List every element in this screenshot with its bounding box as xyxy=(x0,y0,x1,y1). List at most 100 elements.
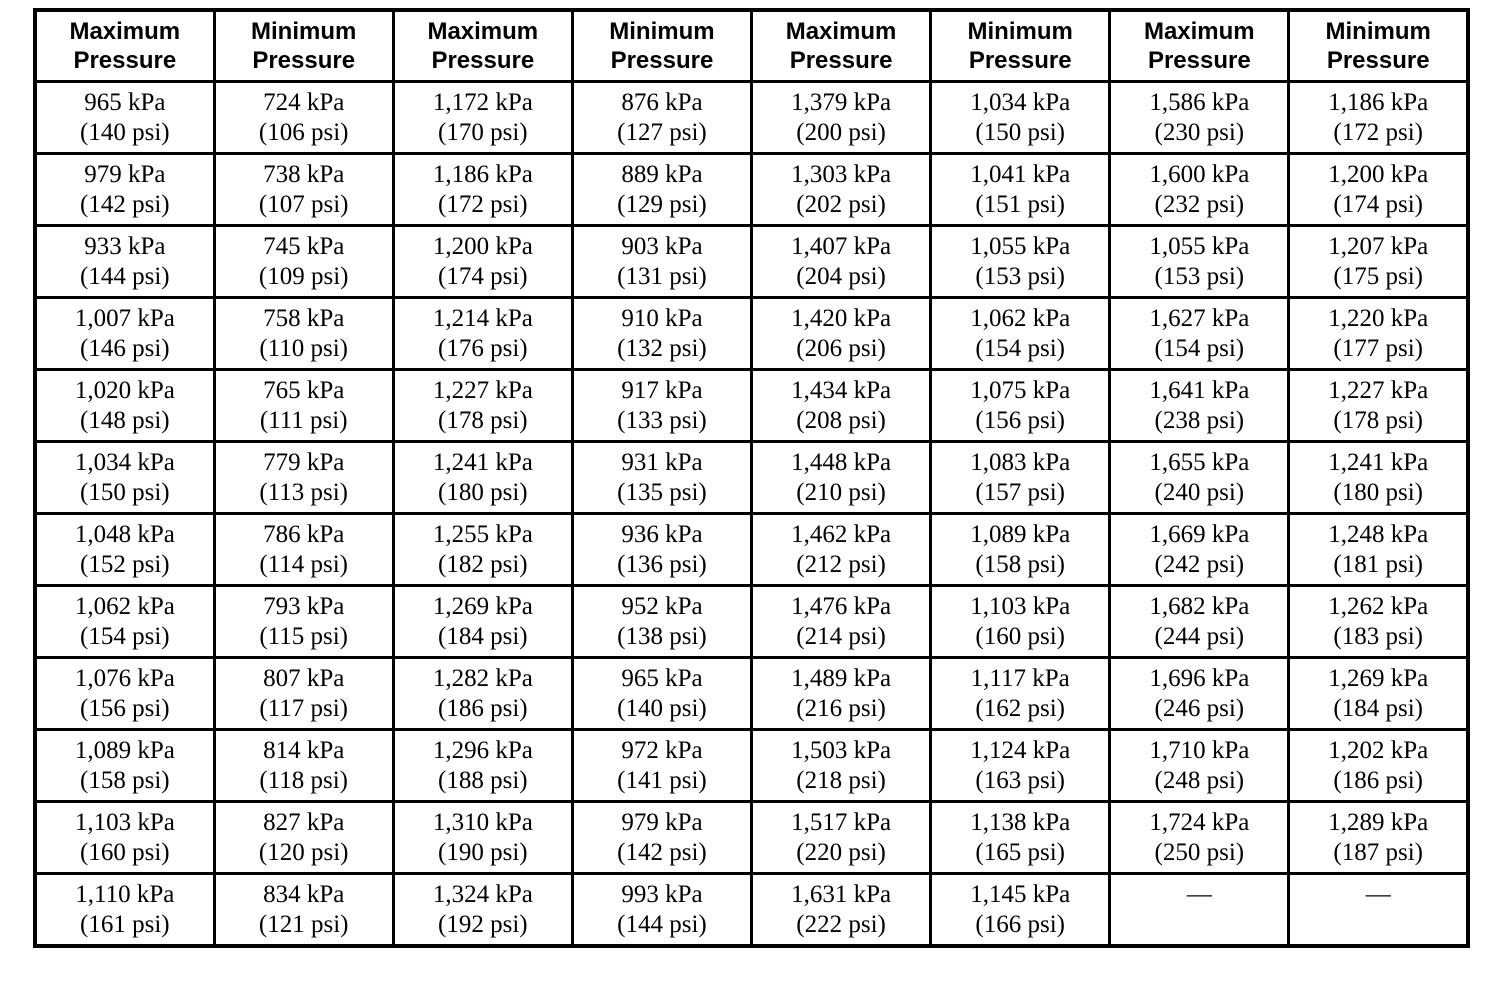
kpa-value: 1,103 kPa xyxy=(74,808,175,836)
pressure-cell: 972 kPa (141 psi) xyxy=(570,728,754,803)
table-body: 965 kPa (140 psi) 724 kPa (106 psi) 1,172 kP… xyxy=(33,80,1470,948)
psi-value: (172 psi) xyxy=(438,190,528,218)
header-row: Maximum Pressure Minimum Pressure Maximu… xyxy=(33,8,1470,83)
psi-value: (138 psi) xyxy=(617,622,707,650)
pressure-cell: 1,076 kPa (156 psi) xyxy=(33,656,216,731)
psi-value: (188 psi) xyxy=(438,766,528,794)
pressure-cell: 1,269 kPa (184 psi) xyxy=(391,584,574,659)
pressure-cell: 1,631 kPa (222 psi) xyxy=(749,872,933,948)
table-row: 1,048 kPa (152 psi) 786 kPa (114 psi) 1,255 … xyxy=(33,512,1470,587)
pressure-cell: 1,586 kPa (230 psi) xyxy=(1108,80,1291,155)
psi-value: (146 psi) xyxy=(80,334,170,362)
psi-value: (117 psi) xyxy=(259,694,349,722)
psi-value: (238 psi) xyxy=(1154,406,1245,434)
table-row: 1,007 kPa (146 psi) 758 kPa (110 psi) 1,214 … xyxy=(33,296,1470,371)
psi-value: (135 psi) xyxy=(617,478,707,506)
pressure-cell: 1,434 kPa (208 psi) xyxy=(749,368,933,443)
pressure-cell: 1,503 kPa (218 psi) xyxy=(749,728,933,803)
psi-value: (107 psi) xyxy=(258,190,349,218)
kpa-value: 1,600 kPa xyxy=(1149,160,1250,188)
kpa-value: 786 kPa xyxy=(263,520,345,548)
psi-value: (170 psi) xyxy=(438,118,528,146)
pressure-cell: 1,289 kPa (187 psi) xyxy=(1287,800,1470,875)
table-row: 1,020 kPa (148 psi) 765 kPa (111 psi) 1,227 … xyxy=(33,368,1470,443)
psi-value: (142 psi) xyxy=(617,838,707,866)
kpa-value: 1,682 kPa xyxy=(1149,592,1250,620)
kpa-value: 1,062 kPa xyxy=(74,592,175,620)
psi-value: (181 psi) xyxy=(1333,550,1423,578)
kpa-value: 765 kPa xyxy=(263,376,345,404)
table-row: 979 kPa (142 psi) 738 kPa (107 psi) 1,186 kP… xyxy=(33,152,1470,227)
psi-value: (218 psi) xyxy=(796,766,886,794)
pressure-cell: 1,303 kPa (202 psi) xyxy=(749,152,933,227)
pressure-cell: 1,075 kPa (156 psi) xyxy=(929,368,1112,443)
pressure-cell: 993 kPa (144 psi) xyxy=(570,872,754,948)
pressure-cell: 1,089 kPa (158 psi) xyxy=(929,512,1112,587)
kpa-value: 1,186 kPa xyxy=(1328,88,1429,116)
psi-value: (109 psi) xyxy=(258,262,349,290)
pressure-cell: 936 kPa (136 psi) xyxy=(570,512,754,587)
pressure-cell: 1,103 kPa (160 psi) xyxy=(33,800,216,875)
psi-value: (151 psi) xyxy=(975,190,1065,218)
pressure-cell: 1,207 kPa (175 psi) xyxy=(1287,224,1470,299)
column-header-max-pressure-2: Maximum Pressure xyxy=(391,8,574,83)
kpa-value: 738 kPa xyxy=(263,160,345,188)
pressure-cell: 1,724 kPa (250 psi) xyxy=(1108,800,1291,875)
psi-value: (113 psi) xyxy=(259,478,349,506)
pressure-cell: 1,682 kPa (244 psi) xyxy=(1108,584,1291,659)
psi-value: (152 psi) xyxy=(80,550,170,578)
psi-value: (148 psi) xyxy=(80,406,170,434)
kpa-value: 1,062 kPa xyxy=(970,304,1071,332)
pressure-cell: 1,055 kPa (153 psi) xyxy=(929,224,1112,299)
pressure-cell: 1,124 kPa (163 psi) xyxy=(929,728,1112,803)
kpa-value: 1,041 kPa xyxy=(970,160,1071,188)
psi-value: (180 psi) xyxy=(1333,478,1423,506)
psi-value: (190 psi) xyxy=(438,838,528,866)
table-row: 1,110 kPa (161 psi) 834 kPa (121 psi) 1,324 … xyxy=(33,872,1470,948)
kpa-value: 1,462 kPa xyxy=(791,520,892,548)
psi-value: (208 psi) xyxy=(796,406,886,434)
kpa-value: 903 kPa xyxy=(621,232,703,260)
psi-value: (127 psi) xyxy=(617,118,707,146)
pressure-cell: 827 kPa (120 psi) xyxy=(212,800,395,875)
kpa-value: 1,282 kPa xyxy=(432,664,533,692)
kpa-value: 910 kPa xyxy=(621,304,703,332)
psi-value: (248 psi) xyxy=(1154,766,1245,794)
pressure-cell: 876 kPa (127 psi) xyxy=(570,80,754,155)
kpa-value: 1,631 kPa xyxy=(791,880,892,908)
psi-value: (118 psi) xyxy=(259,766,349,794)
kpa-value: 1,434 kPa xyxy=(791,376,892,404)
psi-value: (162 psi) xyxy=(975,694,1065,722)
kpa-value: 1,083 kPa xyxy=(970,448,1071,476)
column-header-min-pressure-2: Minimum Pressure xyxy=(570,8,754,83)
pressure-cell: 758 kPa (110 psi) xyxy=(212,296,395,371)
pressure-cell: 834 kPa (121 psi) xyxy=(212,872,395,948)
kpa-value: 1,420 kPa xyxy=(791,304,892,332)
pressure-cell: 965 kPa (140 psi) xyxy=(570,656,754,731)
psi-value: (183 psi) xyxy=(1333,622,1423,650)
kpa-value: 889 kPa xyxy=(621,160,703,188)
pressure-cell: 1,200 kPa (174 psi) xyxy=(1287,152,1470,227)
kpa-value: 1,110 kPa xyxy=(75,880,175,908)
kpa-value: 972 kPa xyxy=(621,736,703,764)
psi-value: (129 psi) xyxy=(617,190,707,218)
psi-value: (242 psi) xyxy=(1154,550,1245,578)
psi-value: (161 psi) xyxy=(80,910,170,938)
psi-value: (214 psi) xyxy=(796,622,886,650)
pressure-cell: 1,220 kPa (177 psi) xyxy=(1287,296,1470,371)
psi-value: (184 psi) xyxy=(1333,694,1423,722)
psi-value: (120 psi) xyxy=(258,838,349,866)
kpa-value: 876 kPa xyxy=(621,88,703,116)
pressure-cell: 1,600 kPa (232 psi) xyxy=(1108,152,1291,227)
kpa-value: 1,696 kPa xyxy=(1149,664,1250,692)
kpa-value: 1,517 kPa xyxy=(791,808,892,836)
psi-value: (202 psi) xyxy=(796,190,886,218)
pressure-cell: 1,089 kPa (158 psi) xyxy=(33,728,216,803)
psi-value: (192 psi) xyxy=(438,910,528,938)
pressure-cell: 1,310 kPa (190 psi) xyxy=(391,800,574,875)
pressure-cell: 1,296 kPa (188 psi) xyxy=(391,728,574,803)
kpa-value: 1,248 kPa xyxy=(1328,520,1429,548)
kpa-value: 1,489 kPa xyxy=(791,664,892,692)
psi-value: (212 psi) xyxy=(796,550,886,578)
kpa-value: 1,324 kPa xyxy=(432,880,533,908)
